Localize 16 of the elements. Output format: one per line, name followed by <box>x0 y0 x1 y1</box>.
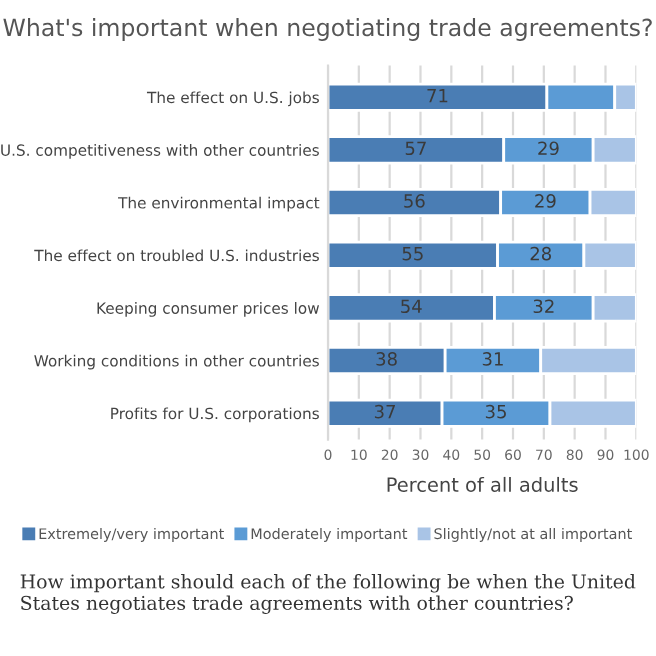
data-label: 29 <box>535 194 556 208</box>
x-axis-title: Percent of all adults <box>387 476 578 492</box>
text: How important should each of the following be when the United States negotiates trade agreements with other countries? <box>20 574 636 614</box>
data-label: 29 <box>538 141 559 156</box>
data-label: 57 <box>405 141 426 156</box>
data-label: 31 <box>482 352 503 366</box>
chart-title: What's important when negotiating trade agreements? <box>3 18 652 41</box>
data-label: 71 <box>427 89 448 103</box>
data-label: 35 <box>485 404 506 419</box>
data-label: 38 <box>376 352 397 366</box>
data-label: 32 <box>533 299 554 314</box>
data-label: 55 <box>402 247 423 261</box>
data-label: 56 <box>404 194 425 208</box>
data-label: 37 <box>374 404 395 419</box>
data-label: 28 <box>530 246 551 261</box>
data-label: 54 <box>401 299 422 314</box>
